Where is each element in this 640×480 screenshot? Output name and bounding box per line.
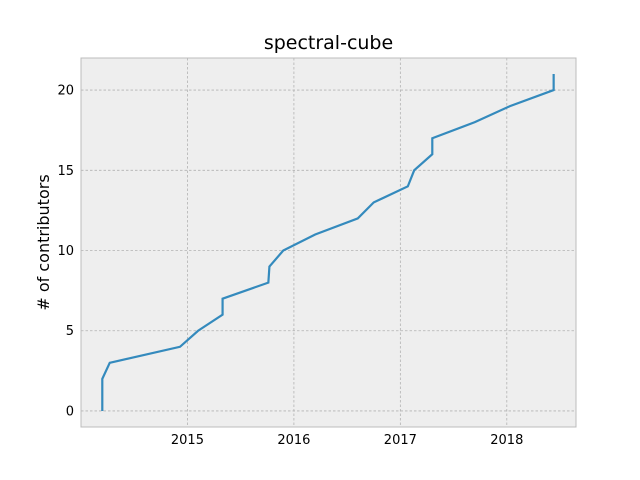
y-tick-label-0: 0: [66, 404, 74, 419]
y-tick-label-10: 10: [57, 244, 74, 259]
chart-title: spectral-cube: [264, 32, 393, 54]
x-tick-label-2016: 2016: [277, 433, 310, 448]
y-tick-labels: 0 5 10 15 20: [57, 84, 74, 420]
plot-area: [81, 58, 576, 427]
series-layer: [101, 74, 555, 411]
grid-lines: [81, 58, 576, 427]
x-tick-label-2015: 2015: [171, 433, 204, 448]
x-tick-labels: 2015 2016 2017 2018: [171, 433, 523, 448]
y-tick-label-5: 5: [66, 324, 74, 339]
contributors-line: [101, 74, 555, 411]
y-axis-label: # of contributors: [34, 174, 53, 310]
x-tick-label-2017: 2017: [384, 433, 417, 448]
y-tick-label-20: 20: [57, 84, 74, 99]
y-tick-label-15: 15: [57, 164, 74, 179]
plot-frame: [80, 57, 577, 428]
x-tick-label-2018: 2018: [490, 433, 523, 448]
